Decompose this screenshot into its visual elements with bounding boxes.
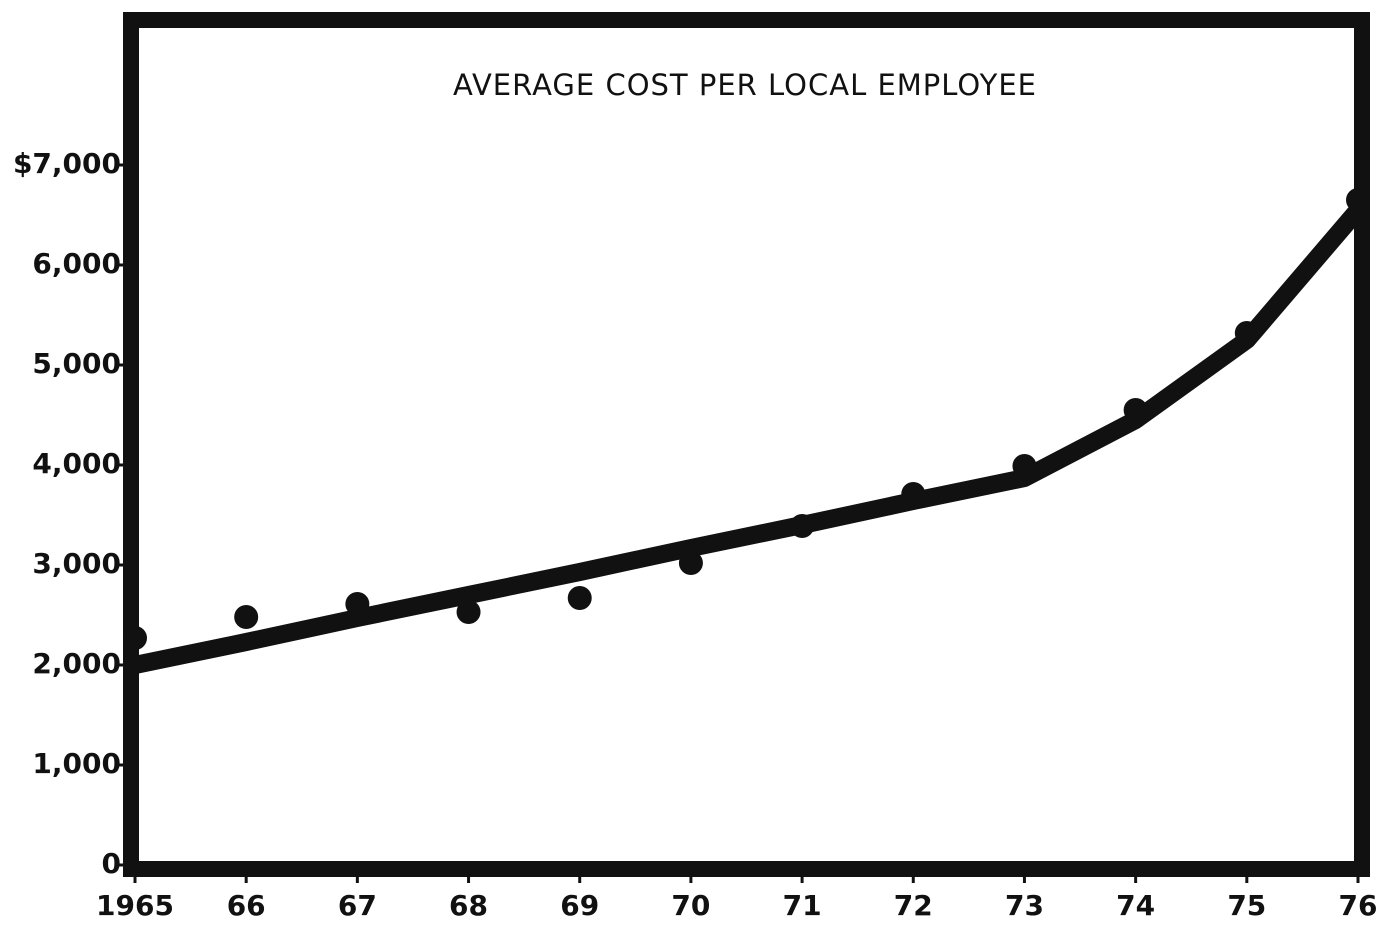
data-point: [123, 626, 147, 650]
plot-frame: [123, 12, 1370, 877]
x-tick-label: 72: [894, 889, 933, 922]
x-tick-label: 66: [227, 889, 266, 922]
x-tick-label: 74: [1116, 889, 1155, 922]
chart-title: AVERAGE COST PER LOCAL EMPLOYEE: [453, 68, 1037, 102]
y-tick-label: $7,000: [13, 147, 121, 180]
x-tick-label: 1965: [96, 889, 174, 922]
x-tick-label: 73: [1005, 889, 1044, 922]
y-tick-label: 3,000: [32, 547, 121, 580]
x-tick-label: 71: [783, 889, 822, 922]
y-tick-label: 4,000: [32, 447, 121, 480]
x-tick-label: 67: [338, 889, 377, 922]
y-tick-label: 1,000: [32, 747, 121, 780]
x-tick-label: 76: [1339, 889, 1378, 922]
y-tick-label: 6,000: [32, 247, 121, 280]
data-point: [567, 586, 592, 610]
x-tick-label: 70: [671, 889, 710, 922]
trend-line: [133, 204, 1365, 674]
y-tick-label: 5,000: [32, 347, 121, 380]
data-point: [456, 600, 481, 624]
data-point: [234, 605, 259, 629]
y-tick-label: 0: [102, 847, 121, 880]
x-tick-label: 75: [1227, 889, 1266, 922]
y-tick-label: 2,000: [32, 647, 121, 680]
x-tick-label: 69: [560, 889, 599, 922]
x-tick-label: 68: [449, 889, 488, 922]
